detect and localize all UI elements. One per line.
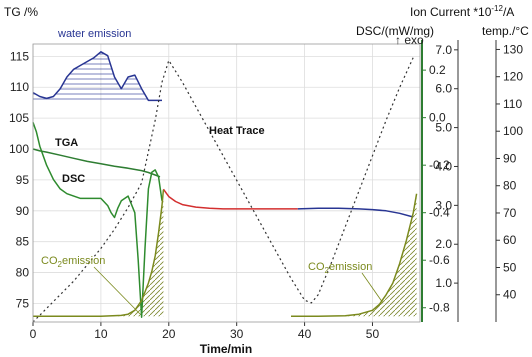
ion-axis-title: Ion Current *10-12/A [410, 4, 514, 19]
x-tick-label: 10 [94, 327, 108, 341]
dsc-tick-label: -0.4 [429, 206, 450, 220]
axes: 115 110 105 100 95 90 85 80 75 0 10 20 30 40 50 Time/mi… [4, 4, 529, 356]
tg-tick-label: 90 [16, 204, 30, 218]
dsc-tick-label: -0.8 [429, 301, 450, 315]
dsc-axis-title: DSC/(mW/mg) [356, 24, 434, 38]
temp-tick-label: 120 [503, 70, 523, 84]
temp-tick-label: 130 [503, 42, 523, 56]
tga-line-red-segment [162, 188, 298, 210]
co2-emission-left-line-fill [33, 189, 164, 317]
co2-emission-left-line [33, 189, 165, 317]
tg-tick-label: 95 [16, 173, 30, 187]
temp-tick-label: 80 [503, 179, 517, 193]
annotations: water emission TGA DSC Heat Trace CO2emi… [41, 28, 372, 275]
series-lines [32, 51, 418, 323]
dsc-tick-label: -0.6 [429, 253, 450, 267]
x-tick-label: 30 [230, 327, 244, 341]
ion-tick-label: 3.0 [435, 198, 452, 212]
tg-tick-label: 110 [10, 80, 29, 94]
temp-tick-label: 110 [503, 97, 522, 111]
tg-tick-label: 105 [9, 111, 29, 125]
tg-tick-label: 100 [9, 142, 29, 156]
temp-tick-label: 100 [503, 124, 523, 138]
co2-emission-right-label: CO2emission [308, 261, 372, 275]
heat-trace-label: Heat Trace [209, 125, 265, 137]
tg-tick-label: 75 [16, 296, 30, 310]
temp-axis-title: temp./°C [482, 24, 529, 38]
tg-tick-label: 85 [16, 235, 30, 249]
emission-fills [33, 51, 417, 317]
x-tick-label: 20 [162, 327, 176, 341]
tga-line [32, 148, 161, 178]
ion-tick-label: 6.0 [435, 82, 452, 96]
dsc-line [32, 122, 163, 318]
tga-line-blue-segment [297, 207, 414, 218]
dsc-tick-label: 0.0 [429, 111, 446, 125]
x-tick-label: 0 [30, 327, 37, 341]
ion-tick-label: 4.0 [435, 159, 452, 173]
ion-tick-label: 1.0 [435, 276, 452, 290]
tg-axis-title: TG /% [4, 5, 38, 19]
temp-tick-label: 60 [503, 233, 517, 247]
dsc-tick-label: 0.2 [429, 63, 446, 77]
temp-tick-label: 40 [503, 288, 517, 302]
exo-marker: ↑ exo [395, 33, 424, 47]
co2-emission-right-line [291, 193, 418, 317]
heat-trace-line [32, 57, 414, 323]
temp-tick-label: 50 [503, 260, 517, 274]
dsc-tick-label: -0.2 [429, 158, 450, 172]
x-tick-label: 40 [298, 327, 312, 341]
x-axis-title: Time/min [200, 342, 252, 356]
ion-axis-exponent: -12 [491, 4, 503, 13]
co2-emission-left-label: CO2emission [41, 255, 105, 269]
plot-frame [32, 43, 421, 323]
water-emission-line [32, 51, 162, 102]
co2-right-pointer [361, 272, 383, 303]
ion-axis-unit: /A [503, 5, 514, 19]
water-emission-line-fill [33, 51, 162, 101]
temp-tick-label: 90 [503, 151, 517, 165]
tg-tick-label: 80 [16, 266, 30, 280]
ion-tick-label: 5.0 [435, 121, 452, 135]
co2-emission-right-line-fill [291, 193, 417, 317]
co2-left-pointer [93, 266, 141, 315]
temp-tick-label: 70 [503, 206, 517, 220]
dsc-label: DSC [62, 173, 85, 185]
tga-label: TGA [55, 137, 78, 149]
x-tick-label: 50 [366, 327, 380, 341]
water-emission-label: water emission [57, 28, 131, 40]
ion-tick-label: 7.0 [435, 43, 452, 57]
ion-tick-label: 2.0 [435, 237, 452, 251]
tg-tick-label: 115 [10, 49, 29, 63]
